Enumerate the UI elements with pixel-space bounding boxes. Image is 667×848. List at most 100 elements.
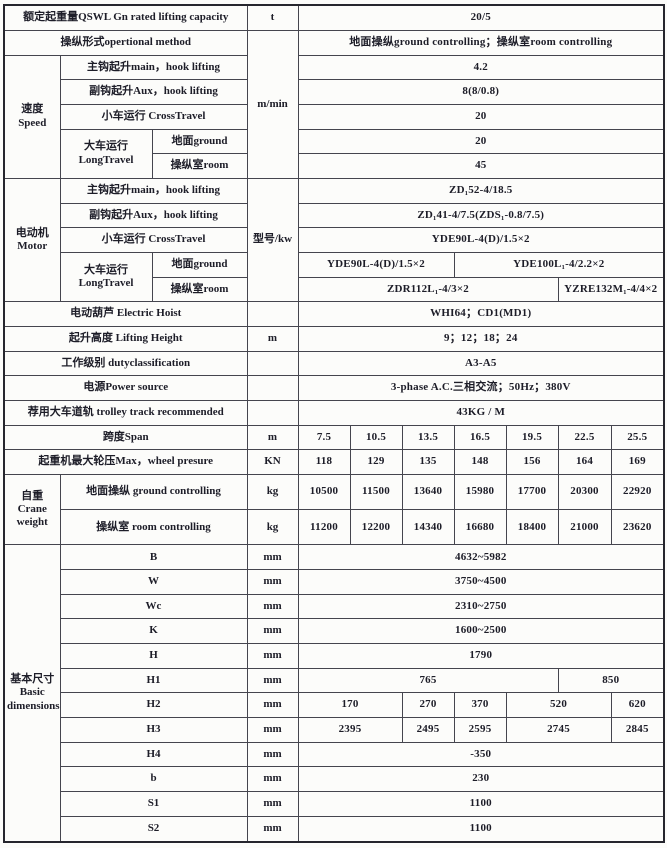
motor-long-travel-room-value: ZDR112L₁-4/3×2 — [297, 276, 559, 303]
weight-room-controlling-unit: kg — [246, 509, 299, 546]
table-row-motor-cross-travel: 小车运行 CrossTravel YDE90L-4(D)/1.5×2 — [4, 227, 665, 253]
rated-capacity-value: 20/5 — [297, 4, 665, 32]
table-row-duty-classification: 工作级别 dutyclassification A3-A5 — [3, 350, 665, 377]
weight-room-controlling-item: 操纵室 room controlling — [59, 509, 248, 546]
dim-K-item: K — [59, 618, 248, 645]
dim-H3-value-3: 2595 — [453, 716, 507, 743]
motor-long-travel-room-sub: 操纵室room — [151, 276, 248, 303]
span-value-4: 16.5 — [453, 424, 507, 451]
max-wheel-pressure-value-4: 148 — [453, 449, 507, 475]
dim-H1-item: H1 — [59, 667, 248, 694]
span-value-2: 10.5 — [349, 424, 403, 451]
dim-B-value: 4632~5982 — [297, 544, 665, 571]
dim-H3-value-2: 2495 — [401, 716, 455, 743]
dim-S1-item: S1 — [59, 790, 248, 817]
dim-Wc-unit: mm — [246, 593, 299, 620]
span-value-6: 22.5 — [557, 424, 612, 451]
dim-H3-value-5: 2845 — [610, 716, 665, 743]
dim-H4-value: -350 — [297, 741, 665, 768]
weight-ground-controlling-value-6: 20300 — [557, 473, 612, 511]
table-row-rated-capacity: 额定起重量QSWL Gn rated lifting capacity t 20/5 — [3, 4, 665, 32]
dim-H2-value: 170 — [297, 692, 403, 718]
dim-H-value: 1790 — [297, 643, 665, 669]
weight-ground-controlling-value-4: 15980 — [453, 473, 507, 511]
motor-main-hook-group: 电动机 Motor — [3, 177, 61, 303]
table-row-dim-H3: H3 mm 2395 2495 2595 2745 2845 — [4, 716, 665, 743]
dim-H3-unit: mm — [246, 716, 299, 743]
speed-cross-travel-item: 小车运行 CrossTravel — [59, 103, 248, 130]
table-row-lifting-height: 起升高度 Lifting Height m 9；12；18；24 — [3, 325, 665, 352]
table-row-motor-long-travel-ground: 大车运行 LongTravel 地面ground YDE90L-4(D)/1.5×2… — [4, 251, 665, 303]
table-row-speed-cross-travel: 小车运行 CrossTravel 20 — [4, 103, 665, 130]
max-wheel-pressure-unit: KN — [246, 449, 299, 475]
table-row-weight-room-controlling: 操纵室 room controlling kg 11200 12200 14340 166… — [4, 509, 665, 546]
weight-ground-controlling-item: 地面操纵 ground controlling — [59, 473, 248, 511]
motor-long-travel-ground-value: YDE90L-4(D)/1.5×2 — [297, 251, 455, 278]
dim-H1-value: 765 — [297, 667, 559, 694]
dim-H2-value-4: 520 — [505, 692, 612, 718]
speed-long-travel-room-value: 45 — [297, 153, 665, 179]
operational-method-unit: m/min — [246, 30, 299, 179]
table-row-speed-main-hook: 速度 Speed 主钩起升main，hook lifting 4.2 — [3, 54, 665, 179]
dim-S2-item: S2 — [59, 815, 248, 843]
table-row-electric-hoist: 电动葫芦 Electric Hoist WHI64；CD1(MD1) — [3, 301, 665, 327]
weight-room-controlling-value-4: 16680 — [453, 509, 507, 546]
dim-K-value: 1600~2500 — [297, 618, 665, 645]
weight-room-controlling-value-5: 18400 — [505, 509, 559, 546]
trolley-track-label: 荐用大车道轨 trolley track recommended — [3, 399, 248, 426]
motor-long-travel-room-value-2: YZRE132M₁-4/4×2 — [557, 276, 665, 303]
table-row-speed-long-travel-ground: 大车运行 LongTravel 地面ground 20 — [4, 128, 665, 179]
motor-cross-travel-item: 小车运行 CrossTravel — [59, 227, 248, 253]
motor-cross-travel-value: YDE90L-4(D)/1.5×2 — [297, 227, 665, 253]
dim-b-value: 230 — [297, 766, 665, 792]
dim-S1-value: 1100 — [297, 790, 665, 817]
duty-classification-label: 工作级别 dutyclassification — [3, 350, 248, 377]
speed-main-hook-item: 主钩起升main，hook lifting — [59, 54, 248, 81]
lifting-height-label: 起升高度 Lifting Height — [3, 325, 248, 352]
table-row-power-source: 电源Power source 3-phase A.C.三相交流；50Hz；380V — [3, 375, 665, 401]
dim-H2-value-2: 270 — [401, 692, 455, 718]
power-source-label: 电源Power source — [3, 375, 248, 401]
dim-H3-item: H3 — [59, 716, 248, 743]
table-row-span: 跨度Span m 7.5 10.5 13.5 16.5 19.5 22.5 25.5 — [3, 424, 665, 451]
dim-H2-value-3: 370 — [453, 692, 507, 718]
rated-capacity-label: 额定起重量QSWL Gn rated lifting capacity — [3, 4, 248, 32]
dim-H-item: H — [59, 643, 248, 669]
max-wheel-pressure-value-2: 129 — [349, 449, 403, 475]
dim-B-group: 基本尺寸 Basic dimensions — [3, 544, 61, 843]
max-wheel-pressure-value-6: 164 — [557, 449, 612, 475]
speed-aux-hook-value: 8(8/0.8) — [297, 79, 665, 105]
table-body: 额定起重量QSWL Gn rated lifting capacity t 20/5… — [3, 4, 665, 843]
speed-long-travel-ground-item: 大车运行 LongTravel — [59, 128, 153, 179]
span-label: 跨度Span — [3, 424, 248, 451]
motor-main-hook-value: ZD₁52-4/18.5 — [297, 177, 665, 204]
crane-spec-table: 额定起重量QSWL Gn rated lifting capacity t 20/5… — [3, 4, 666, 843]
weight-ground-controlling-value-7: 22920 — [610, 473, 665, 511]
dim-K-unit: mm — [246, 618, 299, 645]
trolley-track-value: 43KG / M — [297, 399, 665, 426]
table-row-trolley-track: 荐用大车道轨 trolley track recommended 43KG / M — [3, 399, 665, 426]
max-wheel-pressure-value-5: 156 — [505, 449, 559, 475]
weight-room-controlling-value-2: 12200 — [349, 509, 403, 546]
motor-long-travel-ground-item: 大车运行 LongTravel — [59, 251, 153, 303]
speed-long-travel-ground-value: 20 — [297, 128, 665, 155]
trolley-track-unit — [246, 399, 299, 426]
motor-aux-hook-value: ZD₁41-4/7.5(ZDS₁-0.8/7.5) — [297, 202, 665, 229]
span-value-3: 13.5 — [401, 424, 455, 451]
motor-long-travel-ground-value-2: YDE100L₁-4/2.2×2 — [453, 251, 665, 278]
dim-B-unit: mm — [246, 544, 299, 571]
weight-room-controlling-value-6: 21000 — [557, 509, 612, 546]
motor-long-travel-ground-sub: 地面ground — [151, 251, 248, 278]
dim-W-value: 3750~4500 — [297, 569, 665, 595]
rated-capacity-unit: t — [246, 4, 299, 32]
table-row-operational-method: 操纵形式opertional method m/min 地面操纵ground con… — [3, 30, 665, 179]
speed-main-hook-value: 4.2 — [297, 54, 665, 81]
max-wheel-pressure-label: 起重机最大轮压Max，wheel presure — [3, 449, 248, 475]
max-wheel-pressure-value-7: 169 — [610, 449, 665, 475]
speed-long-travel-room-sub: 操纵室room — [151, 153, 248, 179]
weight-ground-controlling-value-5: 17700 — [505, 473, 559, 511]
duty-classification-unit — [246, 350, 299, 377]
table-row-speed-aux-hook: 副钩起升Aux，hook lifting 8(8/0.8) — [4, 79, 665, 105]
